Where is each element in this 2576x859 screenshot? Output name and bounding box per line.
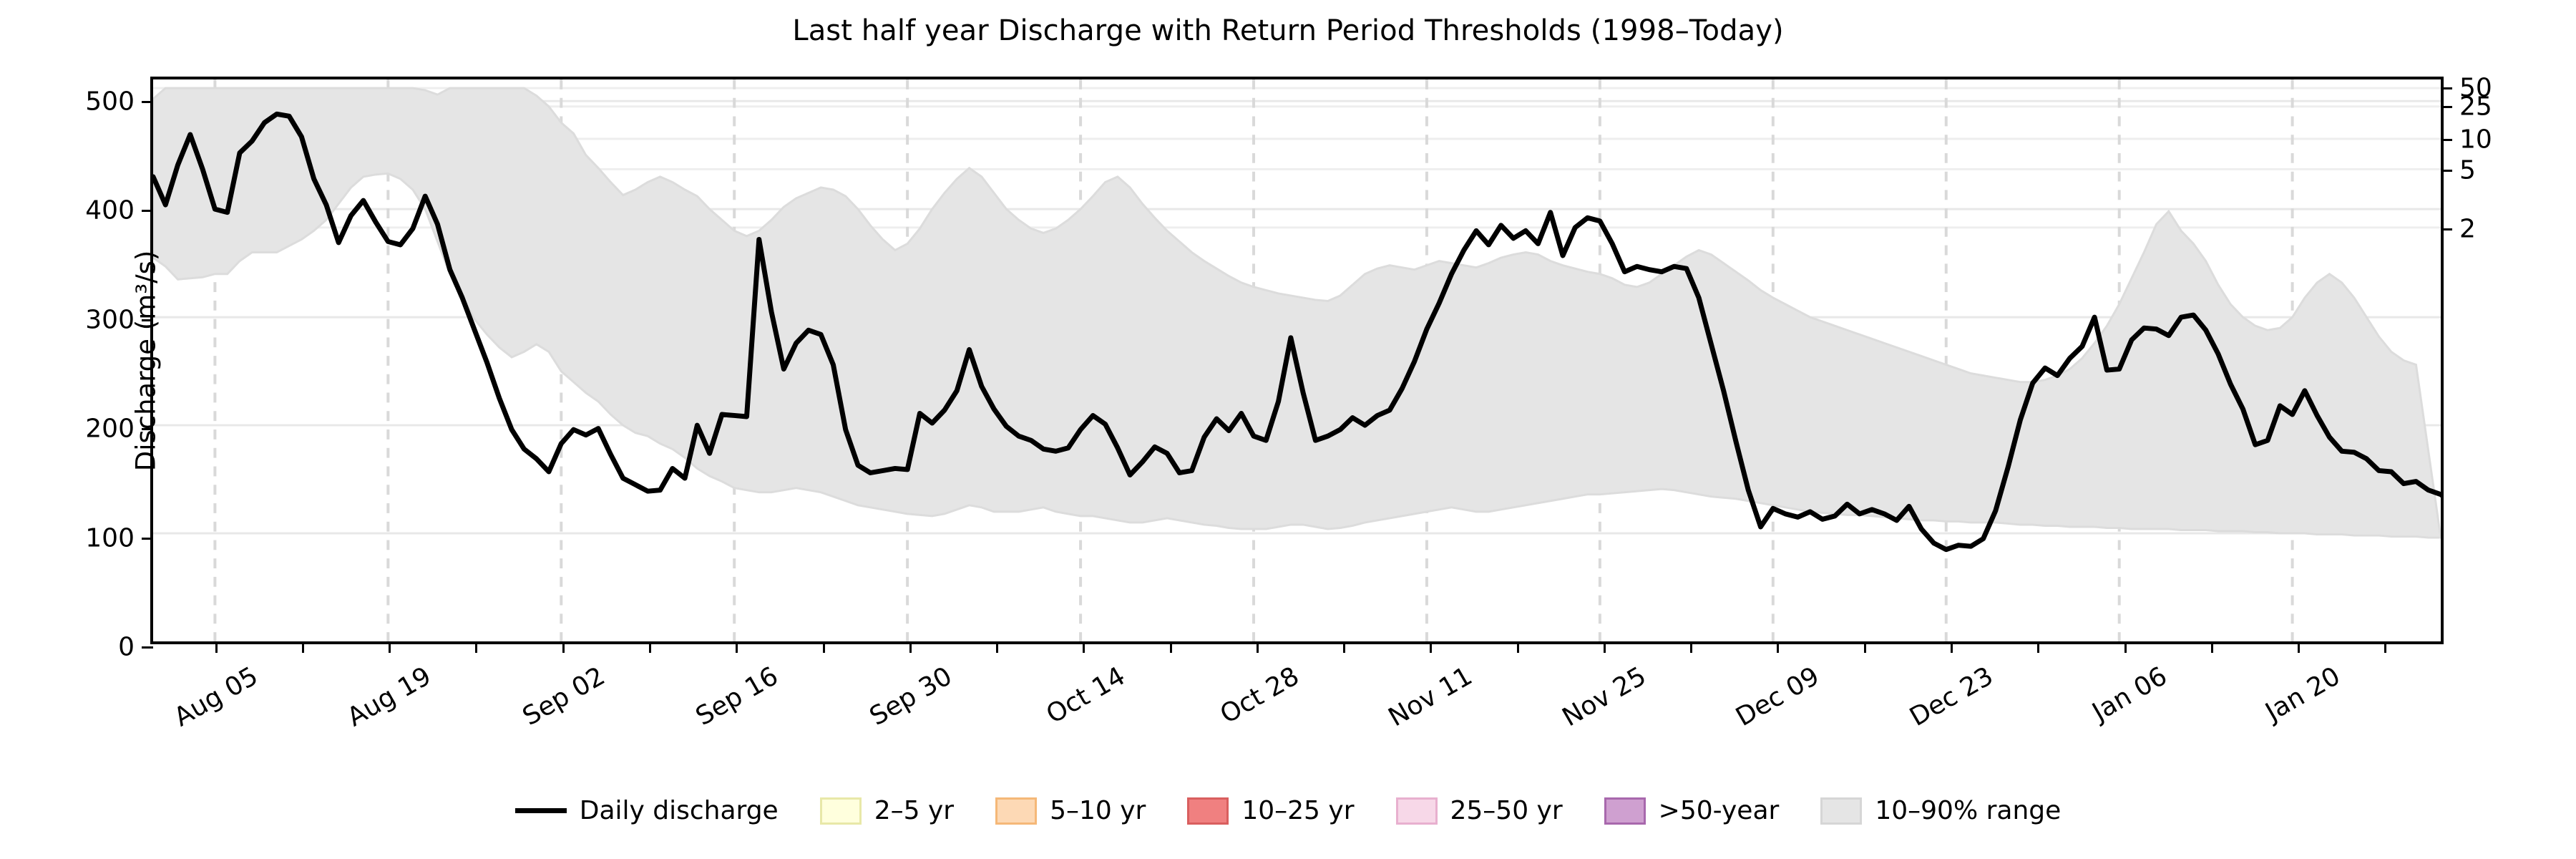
legend-item[interactable]: >50-year [1604, 796, 1780, 825]
legend-item[interactable]: 5–10 yr [995, 796, 1146, 825]
x-tick-label: Nov 11 [1383, 661, 1478, 733]
legend-item[interactable]: 10–90% range [1820, 796, 2061, 825]
legend-label: 10–25 yr [1241, 796, 1355, 825]
y-tick-mark-right [2441, 228, 2452, 230]
x-tick-mark [215, 641, 218, 653]
legend-swatch [819, 797, 862, 825]
x-tick-label: Nov 25 [1557, 661, 1652, 733]
legend-swatch [1820, 797, 1863, 825]
y-tick-label-left: 100 [85, 523, 135, 553]
y-tick-mark-right [2441, 87, 2452, 90]
y-tick-label-right: 10 [2459, 125, 2492, 155]
x-tick-mark-minor [996, 641, 999, 653]
y-tick-mark-right [2441, 169, 2452, 172]
y-tick-mark-right [2441, 106, 2452, 109]
x-tick-mark [1951, 641, 1953, 653]
y-tick-label-left: 200 [85, 414, 135, 444]
x-tick-mark [389, 641, 391, 653]
legend-swatch [995, 797, 1038, 825]
x-tick-label: Aug 05 [169, 661, 263, 733]
x-tick-mark-minor [1169, 641, 1172, 653]
x-tick-mark [1256, 641, 1259, 653]
y-tick-mark-left [142, 646, 153, 649]
legend-label: 5–10 yr [1050, 796, 1146, 825]
x-tick-mark-minor [1863, 641, 1866, 653]
x-tick-mark [1603, 641, 1606, 653]
y-tick-mark-left [142, 100, 153, 103]
y-tick-label-right: 5 [2459, 155, 2476, 185]
x-tick-mark-minor [1343, 641, 1346, 653]
y-tick-mark-right [2441, 138, 2452, 141]
x-tick-mark-minor [1690, 641, 1693, 653]
chart-legend: Daily discharge 2–5 yr 5–10 yr 10–25 yr 25–5… [0, 796, 2576, 825]
plot-inner [153, 79, 2441, 641]
x-tick-label: Sep 02 [517, 661, 610, 732]
x-tick-mark-minor [2384, 641, 2387, 653]
x-tick-mark-minor [822, 641, 825, 653]
x-tick-label: Oct 28 [1215, 661, 1304, 730]
legend-swatch [1395, 797, 1438, 825]
x-tick-mark-minor [2210, 641, 2213, 653]
y-tick-label-left: 500 [85, 87, 135, 116]
chart-title: Last half year Discharge with Return Per… [792, 14, 1784, 47]
y-tick-label-left: 0 [118, 632, 135, 662]
legend-line-marker [514, 808, 567, 813]
x-tick-mark [562, 641, 565, 653]
legend-item[interactable]: Daily discharge [514, 796, 779, 825]
y-tick-mark-left [142, 537, 153, 540]
legend-label: Daily discharge [579, 796, 779, 825]
x-tick-mark [1430, 641, 1433, 653]
x-tick-mark [1777, 641, 1780, 653]
y-tick-label-right: 2 [2459, 214, 2476, 244]
y-tick-label-right: 25 [2459, 92, 2492, 122]
y-tick-mark-left [142, 319, 153, 321]
y-tick-label-right: 50 [2459, 73, 2492, 103]
y-tick-mark-left [142, 428, 153, 430]
chart-svg [153, 79, 2441, 641]
x-tick-mark-minor [648, 641, 651, 653]
legend-item[interactable]: 2–5 yr [819, 796, 955, 825]
x-tick-label: Oct 14 [1041, 661, 1131, 730]
x-tick-label: Jan 20 [2260, 661, 2346, 727]
x-tick-mark [2298, 641, 2301, 653]
y-tick-label-left: 300 [85, 305, 135, 334]
legend-label: 25–50 yr [1450, 796, 1563, 825]
x-tick-mark-minor [475, 641, 478, 653]
x-tick-mark-minor [2037, 641, 2040, 653]
x-tick-mark-minor [301, 641, 304, 653]
x-tick-mark [909, 641, 912, 653]
plot-area: Discharge (m³/s) Return Period (years) 0… [85, 74, 2492, 733]
x-tick-mark [2124, 641, 2127, 653]
x-tick-label: Dec 23 [1905, 661, 1999, 732]
legend-item[interactable]: 25–50 yr [1395, 796, 1563, 825]
x-tick-label: Aug 19 [342, 661, 436, 733]
y-tick-label-left: 400 [85, 195, 135, 225]
legend-swatch [1604, 797, 1646, 825]
y-tick-mark-left [142, 210, 153, 212]
x-tick-label: Dec 09 [1731, 661, 1825, 732]
legend-label: 10–90% range [1875, 796, 2062, 825]
x-tick-label: Sep 30 [864, 661, 957, 732]
x-tick-label: Jan 06 [2087, 661, 2172, 727]
x-tick-mark [736, 641, 738, 653]
x-tick-label: Sep 16 [691, 661, 784, 732]
x-tick-mark [1083, 641, 1085, 653]
y-axis-label-left: Discharge (m³/s) [130, 250, 162, 471]
legend-item[interactable]: 10–25 yr [1187, 796, 1355, 825]
legend-label: 2–5 yr [874, 796, 955, 825]
legend-swatch [1187, 797, 1229, 825]
legend-label: >50-year [1658, 796, 1780, 825]
x-tick-mark-minor [1516, 641, 1519, 653]
